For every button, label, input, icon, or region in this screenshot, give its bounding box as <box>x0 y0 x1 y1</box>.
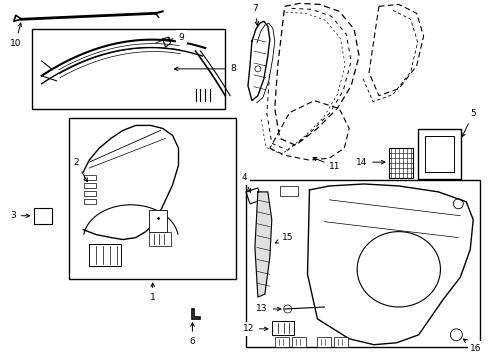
Text: 4: 4 <box>241 173 250 192</box>
Text: 5: 5 <box>461 109 475 137</box>
Polygon shape <box>254 192 271 297</box>
Bar <box>279 186 297 196</box>
Bar <box>32 29 224 109</box>
Bar <box>424 136 453 172</box>
Bar <box>245 180 479 347</box>
Bar <box>334 337 347 347</box>
Bar <box>69 118 236 279</box>
Text: 7: 7 <box>251 4 258 25</box>
Polygon shape <box>307 184 472 345</box>
Text: 13: 13 <box>256 305 280 314</box>
Text: 14: 14 <box>355 158 384 167</box>
Text: 12: 12 <box>242 324 267 333</box>
Text: 2: 2 <box>74 158 87 181</box>
Text: 1: 1 <box>149 283 155 302</box>
Text: 9: 9 <box>166 33 184 42</box>
FancyBboxPatch shape <box>417 129 460 179</box>
Bar <box>291 337 305 347</box>
Text: 6: 6 <box>189 323 195 346</box>
Text: 8: 8 <box>174 64 235 73</box>
Bar <box>317 337 331 347</box>
Text: 11: 11 <box>312 157 340 171</box>
Bar <box>148 231 170 247</box>
Bar <box>274 337 288 347</box>
Bar <box>148 210 166 231</box>
Bar <box>271 321 293 335</box>
Bar <box>84 183 96 188</box>
Text: 10: 10 <box>10 23 21 48</box>
Polygon shape <box>247 21 269 100</box>
Text: 15: 15 <box>275 233 293 243</box>
Text: 16: 16 <box>463 339 481 353</box>
Text: 3: 3 <box>10 211 30 220</box>
Bar <box>388 148 412 178</box>
Bar <box>84 175 96 180</box>
Bar <box>84 199 96 204</box>
Bar <box>89 244 121 266</box>
Bar <box>34 208 51 224</box>
Bar <box>84 191 96 196</box>
